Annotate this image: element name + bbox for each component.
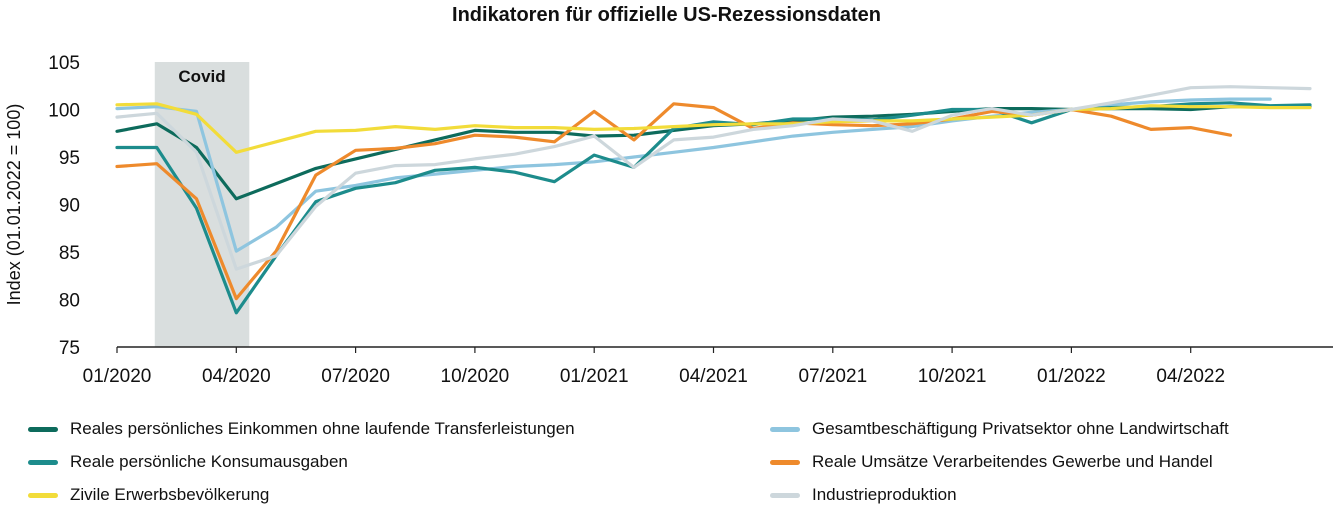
covid-label: Covid: [178, 67, 225, 86]
series-layer: [115, 85, 1312, 315]
legend-swatch: [770, 492, 800, 498]
y-axis-label: Index (01.01.2022 = 100): [4, 104, 24, 306]
x-tick-label: 07/2020: [321, 366, 390, 387]
x-tick-label: 04/2020: [202, 366, 271, 387]
x-tick-label: 04/2021: [679, 366, 748, 387]
legend-swatch: [28, 459, 58, 465]
legend-swatch: [770, 459, 800, 465]
legend-label: Reale Umsätze Verarbeitendes Gewerbe und…: [812, 452, 1213, 471]
legend-swatch: [28, 492, 58, 498]
legend-label: Industrieproduktion: [812, 485, 957, 504]
legend-label: Reale persönliche Konsumausgaben: [70, 452, 348, 471]
x-tick-label: 01/2022: [1037, 366, 1106, 387]
series-line-3: [115, 102, 1233, 301]
legend-item: Reales persönliches Einkommen ohne laufe…: [28, 418, 575, 440]
x-tick-label: 10/2021: [918, 366, 987, 387]
axis-layer: 75 80 85 90 95 100 105 01/2020 04/2020 07/2020 10/…: [4, 53, 1333, 387]
y-tick-label: 105: [48, 53, 80, 74]
x-tick-label: 04/2022: [1156, 366, 1225, 387]
chart-title: Indikatoren für offizielle US-Rezessions…: [452, 4, 881, 26]
legend-item: Reale Umsätze Verarbeitendes Gewerbe und…: [770, 451, 1213, 473]
x-tick-label: 01/2020: [83, 366, 152, 387]
legend-swatch: [28, 426, 58, 432]
y-tick-label: 80: [59, 291, 80, 312]
y-tick-label: 90: [59, 196, 80, 217]
covid-shaded-region: [154, 62, 250, 347]
series-line-1: [115, 97, 1272, 253]
legend-swatch: [770, 426, 800, 432]
legend-label: Zivile Erwerbsbevölkerung: [70, 485, 270, 504]
legend-item: Industrieproduktion: [770, 484, 957, 506]
x-tick-label: 07/2021: [798, 366, 867, 387]
x-tick-label: 10/2020: [441, 366, 510, 387]
series-line-5: [115, 85, 1312, 271]
y-tick-label: 100: [48, 101, 80, 122]
legend-label: Reales persönliches Einkommen ohne laufe…: [70, 419, 575, 438]
legend-item: Zivile Erwerbsbevölkerung: [28, 484, 269, 506]
y-tick-label: 85: [59, 243, 80, 264]
legend-item: Reale persönliche Konsumausgaben: [28, 451, 348, 473]
line-chart: Covid 75 80 85 90 95 100 105 01/2020 04/2020 07/2…: [4, 53, 1333, 387]
legend-label: Gesamtbeschäftigung Privatsektor ohne La…: [812, 419, 1229, 438]
y-tick-label: 75: [59, 338, 80, 359]
shaded-region-layer: Covid: [154, 62, 250, 347]
legend-item: Gesamtbeschäftigung Privatsektor ohne La…: [770, 418, 1229, 440]
x-tick-label: 01/2021: [560, 366, 629, 387]
series-line-4: [115, 102, 1312, 154]
y-tick-label: 95: [59, 148, 80, 169]
